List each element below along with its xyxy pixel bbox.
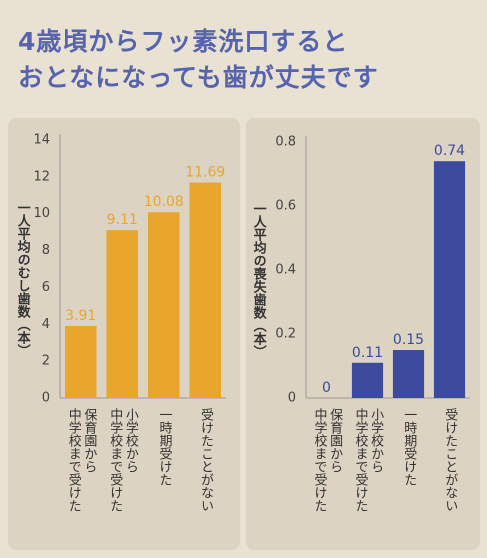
bar bbox=[433, 161, 466, 398]
y-axis-label: 一人平均の喪失歯数（本） bbox=[250, 202, 266, 358]
bar bbox=[64, 325, 97, 398]
y-tick-label: 6 bbox=[42, 280, 50, 295]
y-tick-label: 4 bbox=[42, 317, 50, 332]
value-label: 3.91 bbox=[65, 308, 96, 324]
y-tick-label: 2 bbox=[42, 354, 50, 369]
title: 4歳頃からフッ素洗口すると おとなになっても歯が丈夫です bbox=[18, 27, 379, 92]
bar bbox=[106, 230, 139, 398]
bar bbox=[392, 350, 425, 398]
value-label: 0.74 bbox=[434, 143, 465, 159]
x-tick-label: 小学校から 中学校まで受けた bbox=[107, 408, 138, 512]
bar bbox=[147, 212, 180, 398]
y-tick-label: 0 bbox=[288, 391, 296, 406]
x-tick-label: 受けたことがない bbox=[198, 408, 214, 512]
x-tick-label: 保育園から 中学校まで受けた bbox=[65, 408, 97, 512]
value-label: 0.15 bbox=[393, 332, 424, 348]
bar bbox=[351, 362, 384, 398]
x-tick-label: 小学校から 中学校まで受けた bbox=[352, 408, 384, 512]
x-tick-label: 一時期受けた bbox=[401, 408, 417, 486]
value-label: 9.11 bbox=[107, 212, 138, 228]
panel bbox=[246, 118, 480, 550]
y-tick-label: 0.8 bbox=[275, 135, 296, 150]
bar bbox=[189, 182, 222, 398]
value-label: 11.69 bbox=[185, 165, 225, 181]
x-tick-label: 受けたことがない bbox=[442, 408, 458, 512]
y-axis-label: 一人平均のむし歯数（本） bbox=[14, 201, 30, 357]
y-tick-label: 0.4 bbox=[275, 263, 296, 278]
y-tick-label: 10 bbox=[33, 206, 50, 221]
value-label: 0.11 bbox=[352, 345, 383, 361]
y-tick-label: 14 bbox=[33, 133, 50, 148]
value-label: 0 bbox=[322, 380, 331, 396]
y-tick-label: 8 bbox=[42, 243, 50, 258]
y-tick-label: 0.2 bbox=[275, 327, 296, 342]
value-label: 10.08 bbox=[144, 194, 184, 210]
y-tick-label: 0 bbox=[42, 391, 50, 406]
x-tick-label: 一時期受けた bbox=[156, 408, 172, 486]
x-tick-label: 保育園から 中学校まで受けた bbox=[311, 408, 343, 512]
y-tick-label: 0.6 bbox=[275, 199, 296, 214]
y-tick-label: 12 bbox=[33, 169, 50, 184]
